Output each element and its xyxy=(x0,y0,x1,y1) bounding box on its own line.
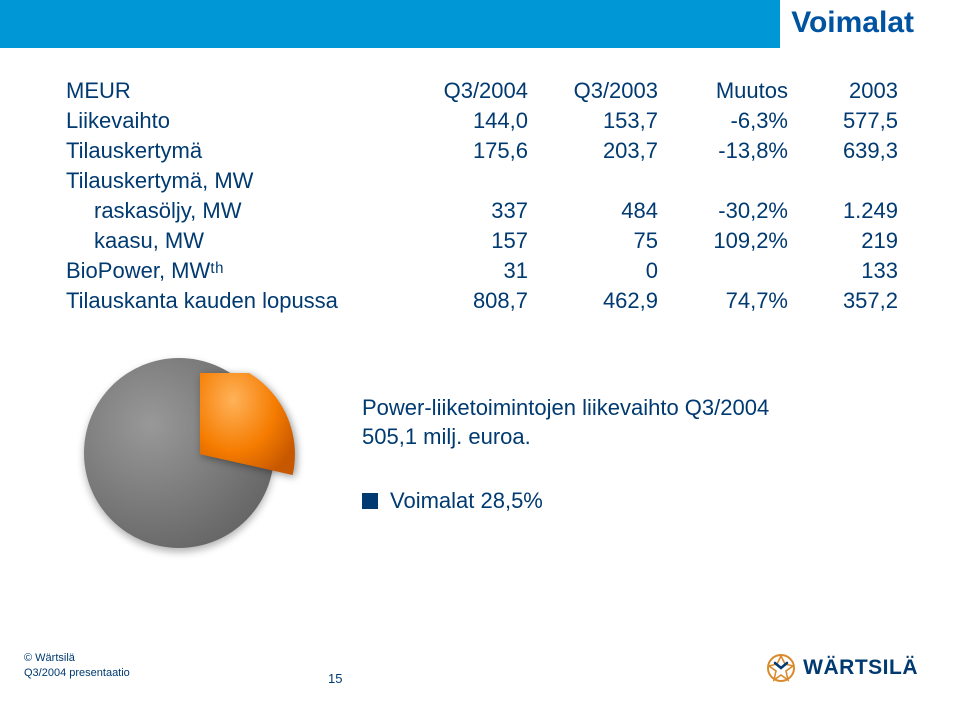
cell: 219 xyxy=(792,226,902,256)
cell: 808,7 xyxy=(402,286,532,316)
th-q3-2004: Q3/2004 xyxy=(402,76,532,106)
table-row: raskasöljy, MW337484-30,2%1.249 xyxy=(62,196,902,226)
table-row: Tilauskanta kauden lopussa808,7462,974,7… xyxy=(62,286,902,316)
cell: 133 xyxy=(792,256,902,286)
cell: 1.249 xyxy=(792,196,902,226)
cell: 639,3 xyxy=(792,136,902,166)
cell xyxy=(662,256,792,286)
table-row: Tilauskertymä, MW xyxy=(62,166,902,196)
row-label: Tilauskanta kauden lopussa xyxy=(62,286,402,316)
cell xyxy=(402,166,532,196)
pie-chart xyxy=(84,358,274,548)
th-q3-2003: Q3/2003 xyxy=(532,76,662,106)
caption-line2: 505,1 milj. euroa. xyxy=(362,423,842,452)
table-row: kaasu, MW15775109,2%219 xyxy=(62,226,902,256)
cell: -13,8% xyxy=(662,136,792,166)
footer-copyright: © Wärtsilä xyxy=(24,651,130,665)
th-meur: MEUR xyxy=(62,76,402,106)
row-label: Liikevaihto xyxy=(62,106,402,136)
legend-label: Voimalat 28,5% xyxy=(390,488,543,514)
cell: 153,7 xyxy=(532,106,662,136)
page-number: 15 xyxy=(328,671,342,686)
row-label: raskasöljy, MW xyxy=(62,196,402,226)
cell: 337 xyxy=(402,196,532,226)
cell: 74,7% xyxy=(662,286,792,316)
cell: 175,6 xyxy=(402,136,532,166)
cell: -6,3% xyxy=(662,106,792,136)
caption-line1: Power-liiketoimintojen liikevaihto Q3/20… xyxy=(362,394,842,423)
cell: 203,7 xyxy=(532,136,662,166)
footer-left: © Wärtsilä Q3/2004 presentaatio xyxy=(24,651,130,680)
table-row: Liikevaihto144,0153,7-6,3%577,5 xyxy=(62,106,902,136)
cell xyxy=(662,166,792,196)
cell: 144,0 xyxy=(402,106,532,136)
table-header-row: MEUR Q3/2004 Q3/2003 Muutos 2003 xyxy=(62,76,902,106)
table-row: Tilauskertymä175,6203,7-13,8%639,3 xyxy=(62,136,902,166)
pie-slice xyxy=(99,373,299,573)
legend: Voimalat 28,5% xyxy=(362,488,543,514)
cell: 577,5 xyxy=(792,106,902,136)
cell: 31 xyxy=(402,256,532,286)
data-table: MEUR Q3/2004 Q3/2003 Muutos 2003 Liikeva… xyxy=(62,76,902,316)
logo-text: WÄRTSILÄ xyxy=(803,656,918,680)
cell: 109,2% xyxy=(662,226,792,256)
th-2003: 2003 xyxy=(792,76,902,106)
caption: Power-liiketoimintojen liikevaihto Q3/20… xyxy=(362,394,842,451)
footer-subline: Q3/2004 presentaatio xyxy=(24,666,130,680)
page-title: Voimalat xyxy=(791,6,914,40)
logo: WÄRTSILÄ xyxy=(765,652,918,684)
cell: 157 xyxy=(402,226,532,256)
logo-icon xyxy=(765,652,797,684)
cell: 357,2 xyxy=(792,286,902,316)
row-label: Tilauskertymä xyxy=(62,136,402,166)
table-row: BioPower, MWᵗʰ310 133 xyxy=(62,256,902,286)
cell xyxy=(532,166,662,196)
row-label: BioPower, MWᵗʰ xyxy=(62,256,402,286)
header-bar xyxy=(0,0,780,48)
cell: 484 xyxy=(532,196,662,226)
cell: 75 xyxy=(532,226,662,256)
cell: 0 xyxy=(532,256,662,286)
th-muutos: Muutos xyxy=(662,76,792,106)
cell: 462,9 xyxy=(532,286,662,316)
row-label: kaasu, MW xyxy=(62,226,402,256)
cell: -30,2% xyxy=(662,196,792,226)
legend-swatch xyxy=(362,493,378,509)
cell xyxy=(792,166,902,196)
row-label: Tilauskertymä, MW xyxy=(62,166,402,196)
